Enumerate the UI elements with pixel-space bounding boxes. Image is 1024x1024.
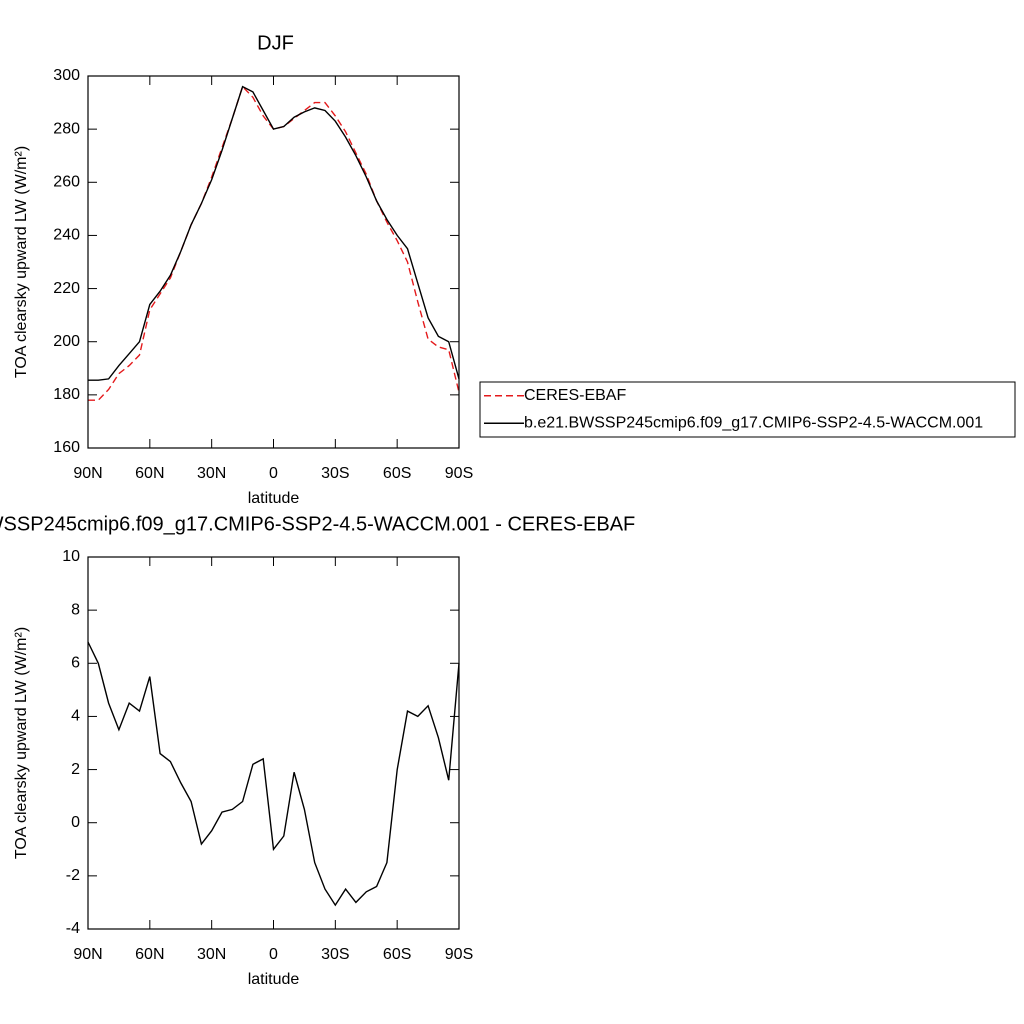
y-tick-label: 220	[53, 280, 80, 297]
y-tick-label: -4	[66, 920, 80, 937]
y-tick-label: 240	[53, 227, 80, 244]
plot-frame	[87, 556, 460, 930]
x-tick-label: 90N	[73, 465, 102, 482]
chart-title: b.e21.BWSSP245cmip6.f09_g17.CMIP6-SSP2-4…	[0, 513, 635, 535]
legend-label: CERES-EBAF	[524, 387, 626, 404]
y-tick-label: 260	[53, 174, 80, 191]
y-tick-label: 280	[53, 120, 80, 137]
x-tick-label: 90S	[445, 465, 473, 482]
y-tick-label: 300	[53, 67, 80, 84]
y-axis-label: TOA clearsky upward LW (W/m²)	[13, 627, 30, 859]
x-tick-label: 60S	[383, 946, 411, 963]
x-tick-label: 0	[269, 946, 278, 963]
x-tick-label: 90N	[73, 946, 102, 963]
legend-box	[479, 381, 1016, 438]
x-tick-label: 60S	[383, 465, 411, 482]
x-tick-label: 90S	[445, 946, 473, 963]
y-tick-label: 4	[71, 708, 80, 725]
y-tick-label: 200	[53, 333, 80, 350]
y-tick-label: 160	[53, 439, 80, 456]
x-tick-label: 30N	[197, 946, 226, 963]
x-tick-label: 60N	[135, 946, 164, 963]
y-tick-label: 6	[71, 655, 80, 672]
x-tick-label: 0	[269, 465, 278, 482]
data-line	[87, 641, 460, 907]
y-tick-label: -2	[66, 867, 80, 884]
legend-label: b.e21.BWSSP245cmip6.f09_g17.CMIP6-SSP2-4…	[524, 414, 983, 431]
x-tick-label: 30S	[321, 946, 349, 963]
x-axis-label: latitude	[248, 971, 300, 988]
y-axis-label: TOA clearsky upward LW (W/m²)	[13, 146, 30, 378]
data-line	[88, 85, 460, 381]
y-tick-label: 2	[71, 761, 80, 778]
x-tick-label: 60N	[135, 465, 164, 482]
x-axis-label: latitude	[248, 490, 300, 507]
y-tick-label: 8	[71, 601, 80, 618]
x-tick-label: 30N	[197, 465, 226, 482]
chart-title: DJF	[257, 32, 294, 54]
plot-frame	[87, 75, 460, 449]
y-tick-label: 180	[53, 386, 80, 403]
y-tick-label: 0	[71, 814, 80, 831]
x-tick-label: 30S	[321, 465, 349, 482]
y-tick-label: 10	[62, 548, 80, 565]
